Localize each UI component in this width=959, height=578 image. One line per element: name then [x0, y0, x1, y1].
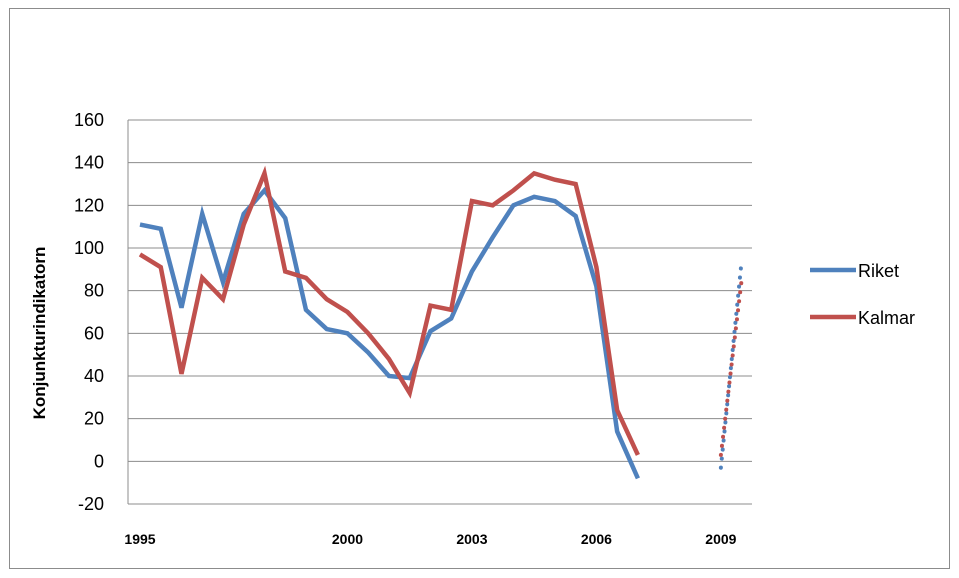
x-tick-labels: 1995 2000 2003 2006 2009	[124, 531, 736, 547]
y-tick-label: 0	[94, 451, 104, 471]
y-tick-label: 60	[84, 323, 104, 343]
x-tick-label: 2003	[456, 531, 487, 547]
x-tick-label: 1995	[124, 531, 155, 547]
grid-lines	[127, 119, 752, 505]
y-tick-label: -20	[78, 494, 104, 514]
y-tick-label: 80	[84, 281, 104, 301]
forecast-line-riket	[718, 258, 744, 470]
series-lines	[138, 165, 744, 480]
y-tick-label: 160	[74, 110, 104, 130]
y-tick-label: 140	[74, 153, 104, 173]
legend-label-kalmar: Kalmar	[858, 308, 915, 328]
y-tick-label: 120	[74, 195, 104, 215]
y-tick-label: 20	[84, 409, 104, 429]
y-tick-label: 40	[84, 366, 104, 386]
y-tick-labels: 160 140 120 100 80 60 40 20 0 -20	[74, 110, 104, 514]
legend-label-riket: Riket	[858, 261, 899, 281]
x-tick-label: 2009	[705, 531, 736, 547]
x-tick-label: 2000	[332, 531, 363, 547]
forecast-line-kalmar	[718, 278, 744, 457]
legend: Riket Kalmar	[810, 261, 915, 328]
y-tick-label: 100	[74, 238, 104, 258]
x-tick-label: 2006	[581, 531, 612, 547]
series-line-kalmar	[138, 165, 640, 456]
series-line-riket	[139, 186, 640, 480]
y-axis-label: Konjunkturindikatorn	[30, 247, 49, 420]
